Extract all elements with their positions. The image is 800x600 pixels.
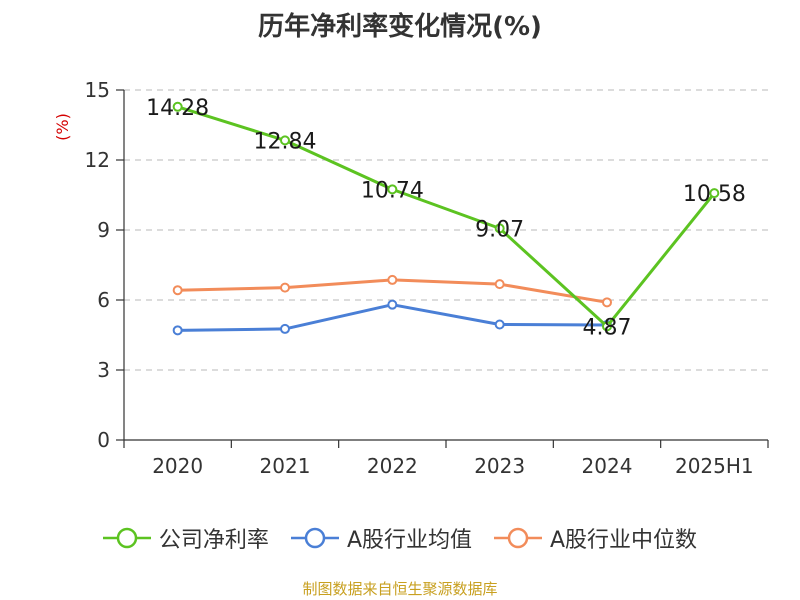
data-point	[602, 297, 612, 308]
legend: 公司净利率 A股行业均值 A股行业中位数	[0, 518, 800, 558]
x-tick-label: 2020	[152, 454, 203, 478]
series-line	[177, 105, 716, 328]
chart-title: 历年净利率变化情况(%)	[258, 12, 542, 42]
data-point	[387, 274, 398, 285]
legend-swatch-median-icon	[494, 527, 542, 549]
data-point	[280, 323, 290, 334]
x-tick-label: 2023	[474, 454, 525, 478]
data-point	[172, 285, 183, 296]
y-tick-label: 9	[97, 218, 110, 242]
data-point	[280, 135, 290, 146]
data-label: 10.74	[361, 178, 424, 203]
data-label: 12.84	[254, 129, 317, 154]
legend-swatch-company-icon	[102, 527, 151, 549]
legend-label: A股行业中位数	[550, 528, 698, 553]
legend-label: A股行业均值	[346, 528, 472, 553]
data-point	[494, 223, 505, 234]
data-label: 9.07	[475, 217, 524, 242]
data-label: 10.58	[683, 182, 746, 207]
x-tick-label: 2024	[582, 454, 633, 478]
x-tick-label: 2025H1	[675, 454, 754, 478]
data-point	[709, 188, 720, 199]
y-tick-label: 3	[97, 358, 110, 382]
legend-swatch-mean-icon	[290, 527, 339, 549]
data-point	[387, 184, 398, 195]
legend-item-industry-mean[interactable]: A股行业均值	[290, 522, 472, 554]
y-tick-label: 0	[97, 428, 110, 452]
data-point	[172, 325, 183, 336]
y-tick-label: 15	[85, 78, 110, 102]
y-tick-label: 6	[97, 288, 110, 312]
legend-label: 公司净利率	[158, 528, 269, 553]
x-tick-label: 2022	[367, 454, 418, 478]
data-label: 4.87	[583, 315, 632, 340]
data-point	[602, 321, 612, 332]
legend-item-company-net-margin[interactable]: 公司净利率	[102, 522, 269, 554]
data-point	[494, 319, 505, 330]
source-note: 制图数据来自恒生聚源数据库	[302, 580, 498, 598]
data-point	[494, 279, 505, 290]
data-point	[172, 101, 183, 112]
data-point	[280, 282, 290, 293]
data-point	[387, 299, 398, 310]
y-tick-label: 12	[85, 148, 110, 172]
legend-item-industry-median[interactable]: A股行业中位数	[494, 522, 697, 554]
data-label: 14.28	[146, 96, 209, 121]
y-axis-label: (%)	[53, 113, 72, 141]
x-tick-label: 2021	[260, 454, 311, 478]
